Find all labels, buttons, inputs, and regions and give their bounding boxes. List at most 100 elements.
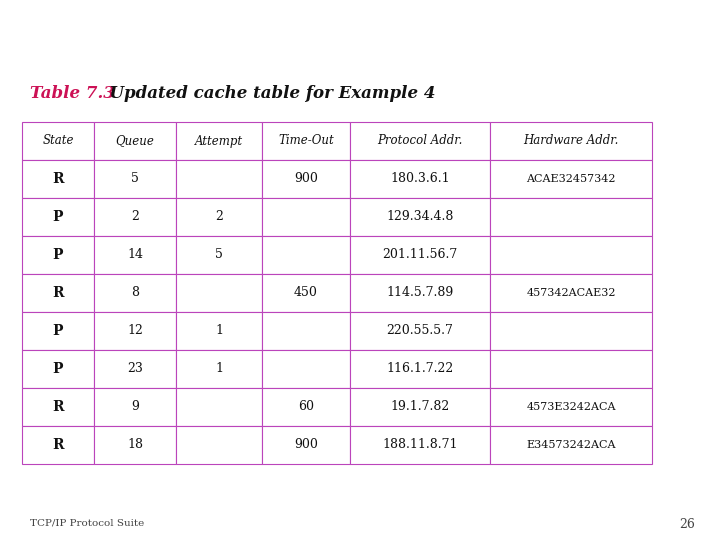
- Bar: [22, 122, 94, 160]
- Bar: [490, 236, 652, 274]
- Text: 18: 18: [127, 438, 143, 451]
- Bar: [94, 160, 176, 198]
- Bar: [262, 426, 350, 464]
- Bar: [22, 388, 94, 426]
- Text: 5: 5: [131, 172, 139, 186]
- Text: Attempt: Attempt: [195, 134, 243, 147]
- Bar: [176, 274, 262, 312]
- Bar: [350, 350, 490, 388]
- Bar: [176, 236, 262, 274]
- Text: State: State: [42, 134, 73, 147]
- Bar: [350, 160, 490, 198]
- Text: ACAE32457342: ACAE32457342: [526, 174, 616, 184]
- Bar: [94, 426, 176, 464]
- Bar: [176, 122, 262, 160]
- Bar: [22, 236, 94, 274]
- Text: 19.1.7.82: 19.1.7.82: [390, 401, 449, 414]
- Text: Hardware Addr.: Hardware Addr.: [523, 134, 618, 147]
- Bar: [176, 388, 262, 426]
- Text: R: R: [53, 286, 64, 300]
- Text: 8: 8: [131, 287, 139, 300]
- Text: 114.5.7.89: 114.5.7.89: [387, 287, 454, 300]
- Text: TCP/IP Protocol Suite: TCP/IP Protocol Suite: [30, 518, 144, 527]
- Bar: [490, 350, 652, 388]
- Text: 201.11.56.7: 201.11.56.7: [382, 248, 458, 261]
- Bar: [350, 388, 490, 426]
- Bar: [350, 426, 490, 464]
- Bar: [94, 122, 176, 160]
- Text: 12: 12: [127, 325, 143, 338]
- Bar: [22, 350, 94, 388]
- Bar: [262, 274, 350, 312]
- Bar: [94, 274, 176, 312]
- Bar: [94, 198, 176, 236]
- Text: 9: 9: [131, 401, 139, 414]
- Bar: [22, 160, 94, 198]
- Bar: [490, 274, 652, 312]
- Text: 1: 1: [215, 325, 223, 338]
- Text: Time-Out: Time-Out: [278, 134, 334, 147]
- Bar: [176, 160, 262, 198]
- Bar: [262, 198, 350, 236]
- Bar: [94, 388, 176, 426]
- Text: Queue: Queue: [116, 134, 154, 147]
- Text: P: P: [53, 248, 63, 262]
- Text: 450: 450: [294, 287, 318, 300]
- Bar: [176, 312, 262, 350]
- Text: 2: 2: [215, 211, 223, 224]
- Bar: [176, 426, 262, 464]
- Text: 180.3.6.1: 180.3.6.1: [390, 172, 450, 186]
- Bar: [490, 122, 652, 160]
- Bar: [176, 350, 262, 388]
- Bar: [22, 198, 94, 236]
- Text: R: R: [53, 172, 64, 186]
- Text: 220.55.5.7: 220.55.5.7: [387, 325, 454, 338]
- Bar: [262, 388, 350, 426]
- Bar: [262, 236, 350, 274]
- Text: 129.34.4.8: 129.34.4.8: [387, 211, 454, 224]
- Text: 23: 23: [127, 362, 143, 375]
- Text: 188.11.8.71: 188.11.8.71: [382, 438, 458, 451]
- Text: Table 7.3: Table 7.3: [30, 85, 115, 102]
- Text: P: P: [53, 210, 63, 224]
- Text: 116.1.7.22: 116.1.7.22: [387, 362, 454, 375]
- Text: P: P: [53, 362, 63, 376]
- Bar: [94, 312, 176, 350]
- Text: 900: 900: [294, 172, 318, 186]
- Text: 5: 5: [215, 248, 223, 261]
- Bar: [490, 160, 652, 198]
- Bar: [176, 198, 262, 236]
- Bar: [94, 236, 176, 274]
- Bar: [22, 312, 94, 350]
- Text: Protocol Addr.: Protocol Addr.: [377, 134, 463, 147]
- Text: 900: 900: [294, 438, 318, 451]
- Text: 14: 14: [127, 248, 143, 261]
- Bar: [94, 350, 176, 388]
- Bar: [490, 426, 652, 464]
- Text: Updated cache table for Example 4: Updated cache table for Example 4: [98, 85, 436, 102]
- Bar: [262, 312, 350, 350]
- Text: 26: 26: [679, 518, 695, 531]
- Bar: [490, 388, 652, 426]
- Bar: [350, 198, 490, 236]
- Bar: [490, 312, 652, 350]
- Text: R: R: [53, 438, 64, 452]
- Text: 2: 2: [131, 211, 139, 224]
- Text: R: R: [53, 400, 64, 414]
- Text: 60: 60: [298, 401, 314, 414]
- Bar: [350, 236, 490, 274]
- Bar: [350, 274, 490, 312]
- Bar: [22, 426, 94, 464]
- Bar: [22, 274, 94, 312]
- Bar: [490, 198, 652, 236]
- Bar: [262, 122, 350, 160]
- Bar: [350, 312, 490, 350]
- Text: 457342ACAE32: 457342ACAE32: [526, 288, 616, 298]
- Bar: [350, 122, 490, 160]
- Text: 4573E3242ACA: 4573E3242ACA: [526, 402, 616, 412]
- Text: P: P: [53, 324, 63, 338]
- Bar: [262, 350, 350, 388]
- Text: 1: 1: [215, 362, 223, 375]
- Text: E34573242ACA: E34573242ACA: [526, 440, 616, 450]
- Bar: [262, 160, 350, 198]
